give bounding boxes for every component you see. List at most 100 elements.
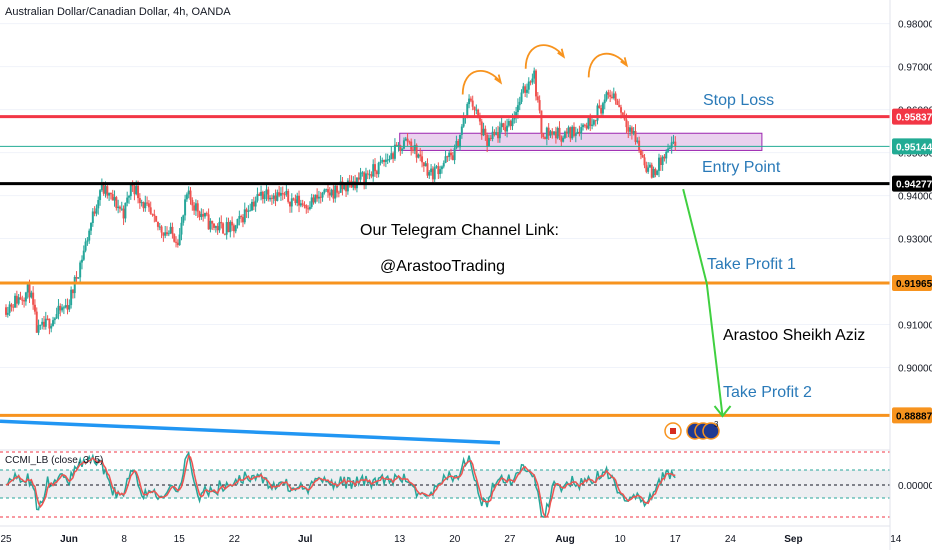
candle-body xyxy=(667,148,670,152)
candle-body xyxy=(491,131,494,139)
candle-body xyxy=(507,121,510,126)
candle-body xyxy=(592,120,595,125)
candle-body xyxy=(596,105,599,121)
candle-body xyxy=(149,207,152,214)
candle-body xyxy=(339,181,342,193)
candle-body xyxy=(524,86,527,93)
price-tick-label: 0.98000 xyxy=(898,20,932,31)
candle-body xyxy=(542,133,545,138)
candle-body xyxy=(601,103,604,114)
candle-body xyxy=(348,180,351,182)
candle-body xyxy=(424,163,427,167)
stop-loss-label: Stop Loss xyxy=(703,92,774,109)
candle-body xyxy=(252,201,255,207)
candle-body xyxy=(656,170,659,175)
candle-body xyxy=(73,277,76,294)
candle-body xyxy=(223,233,226,235)
candle-body xyxy=(88,230,91,241)
candle-body xyxy=(334,185,337,199)
price-badge xyxy=(892,108,932,125)
candle-body xyxy=(609,94,612,97)
price-tick-label: 0.91000 xyxy=(898,321,932,332)
candle-body xyxy=(198,211,201,218)
candle-body xyxy=(301,203,304,205)
candle-body xyxy=(473,106,476,110)
candle-body xyxy=(466,104,469,116)
candle-body xyxy=(607,92,610,95)
handle-text[interactable]: @ArastooTrading xyxy=(380,258,505,275)
oscillator-signal xyxy=(5,454,676,518)
candle-body xyxy=(70,289,73,306)
indicator-lines xyxy=(5,450,676,518)
candle-body xyxy=(630,127,633,134)
candle-body xyxy=(28,284,31,298)
candle-body xyxy=(459,134,462,148)
candle-body xyxy=(24,292,27,302)
candle-body xyxy=(296,195,299,204)
candle-body xyxy=(128,196,131,198)
candle-body xyxy=(109,192,112,195)
pattern-curve-1 xyxy=(524,44,565,69)
candle-body xyxy=(652,169,655,178)
australia-flag-icon-3[interactable] xyxy=(702,422,720,440)
candle-body xyxy=(665,151,668,159)
candle-body xyxy=(64,305,67,308)
candle-body xyxy=(384,159,387,163)
candle-body xyxy=(153,214,156,216)
event-badges[interactable]: 3 xyxy=(664,420,720,440)
indicator-value-label: 0.00000 xyxy=(898,481,932,492)
candle-body xyxy=(486,134,489,147)
candle-body xyxy=(106,186,109,196)
candle-body xyxy=(421,156,424,163)
candle-body xyxy=(522,86,525,93)
candle-body xyxy=(408,141,411,143)
candle-body xyxy=(520,92,523,102)
candle-body xyxy=(182,215,185,223)
candle-body xyxy=(412,149,415,151)
event-count-badge: 3 xyxy=(714,420,719,429)
candle-body xyxy=(52,320,55,326)
candle-body xyxy=(426,163,429,176)
candle-body xyxy=(316,194,319,199)
candle-body xyxy=(386,159,389,161)
candle-body xyxy=(527,81,530,90)
candle-body xyxy=(213,223,216,228)
candle-body xyxy=(383,159,386,163)
trendline xyxy=(0,419,501,445)
candle-body xyxy=(616,100,619,106)
time-label: Sep xyxy=(784,534,802,545)
candle-body xyxy=(164,232,167,236)
candle-body xyxy=(323,189,326,193)
candle-body xyxy=(142,202,145,209)
candle-body xyxy=(77,277,80,279)
candle-body xyxy=(173,234,176,242)
candle-body xyxy=(44,318,47,327)
candle-body xyxy=(509,121,512,127)
candle-body xyxy=(122,208,125,219)
candle-body xyxy=(431,168,434,180)
candles xyxy=(5,67,677,336)
candle-body xyxy=(587,118,590,129)
candle-body xyxy=(200,213,203,218)
candle-body xyxy=(171,226,174,235)
candle-body xyxy=(629,127,632,132)
candle-body xyxy=(544,137,547,139)
candle-body xyxy=(565,131,568,134)
candle-body xyxy=(377,162,380,175)
candle-body xyxy=(194,203,197,211)
candle-body xyxy=(390,153,393,160)
candle-body xyxy=(641,154,644,158)
candle-body xyxy=(343,185,346,190)
candle-body xyxy=(580,127,583,134)
candle-body xyxy=(307,208,310,210)
price-badge xyxy=(892,175,932,192)
projection-arrowhead xyxy=(713,405,732,418)
candle-body xyxy=(35,311,38,333)
candle-body xyxy=(321,192,324,198)
candle-body xyxy=(147,203,150,208)
candle-body xyxy=(569,127,572,139)
candle-body xyxy=(46,318,49,320)
pattern-curve-2 xyxy=(587,52,628,78)
candle-body xyxy=(241,217,244,223)
